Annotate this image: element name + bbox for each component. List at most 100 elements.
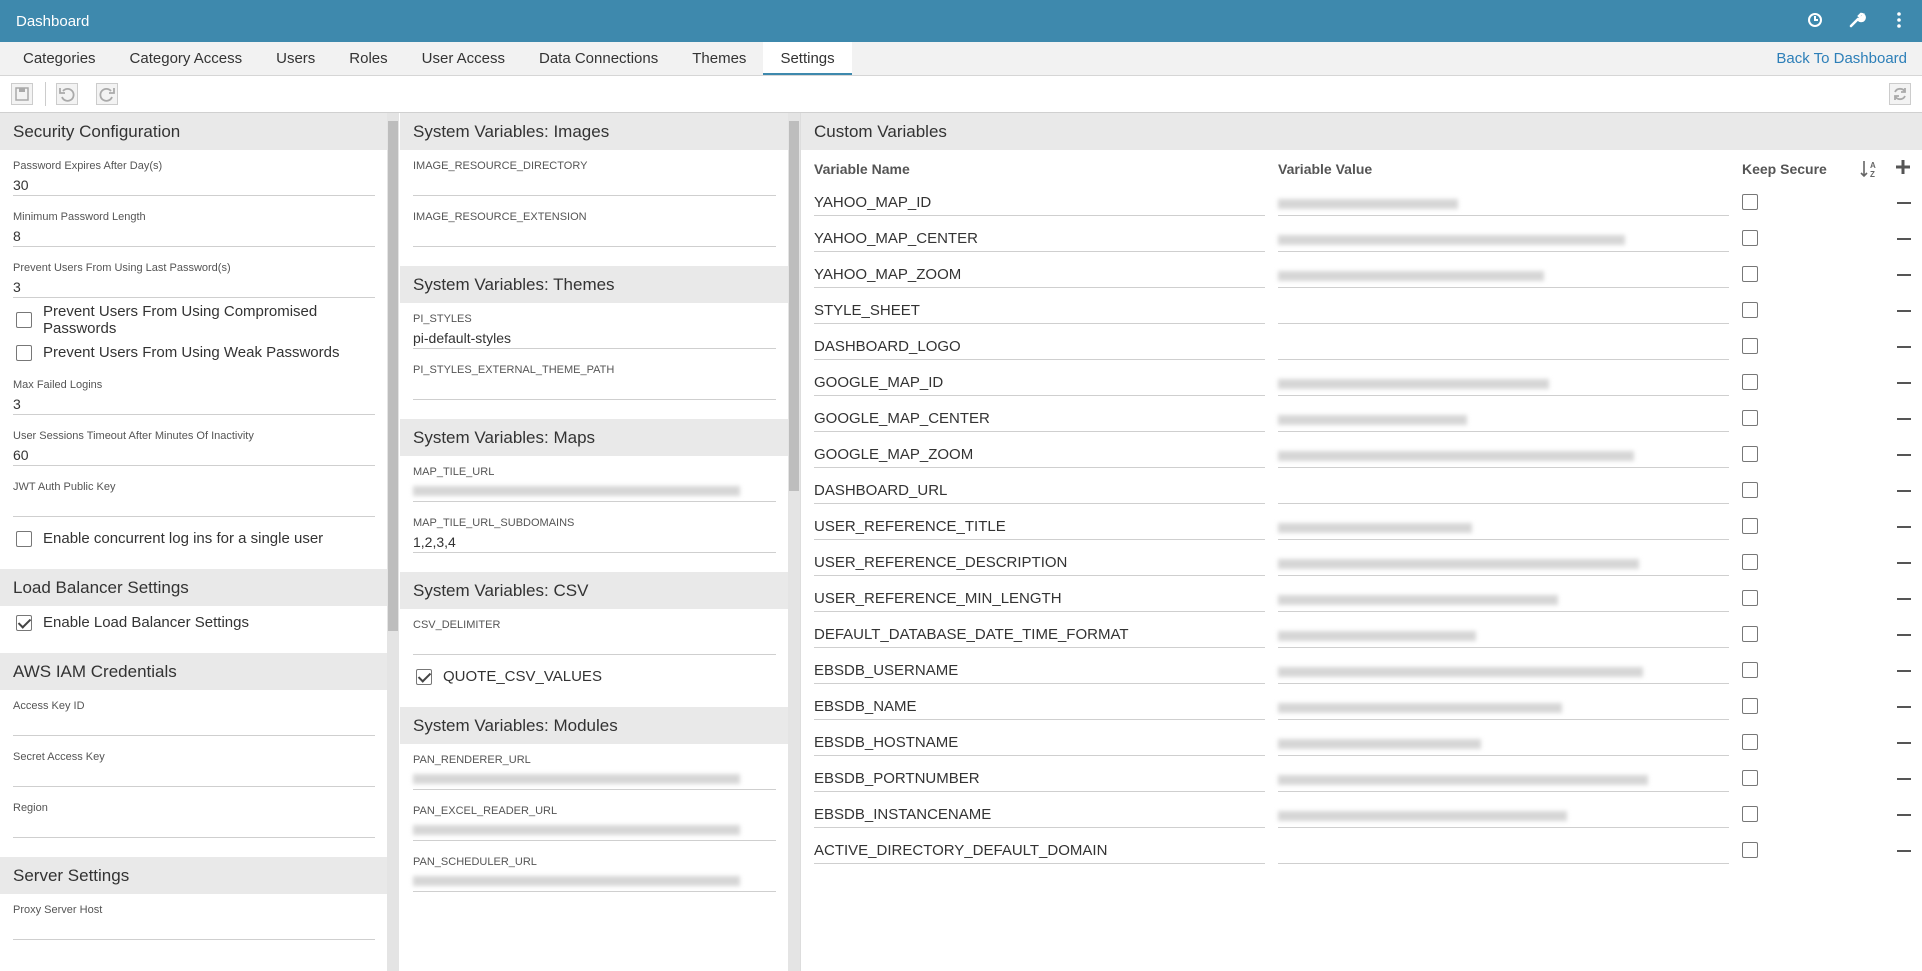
- text-input[interactable]: [413, 820, 776, 841]
- remove-button[interactable]: [1897, 706, 1911, 708]
- save-button[interactable]: [11, 83, 33, 105]
- remove-button[interactable]: [1897, 274, 1911, 276]
- variable-name[interactable]: EBSDB_PORTNUMBER: [814, 767, 1265, 792]
- tab[interactable]: User Access: [421, 50, 505, 67]
- text-input[interactable]: [413, 226, 776, 247]
- back-link[interactable]: Back To Dashboard: [1776, 50, 1907, 67]
- text-input[interactable]: [413, 871, 776, 892]
- keep-secure-checkbox[interactable]: [1742, 770, 1758, 786]
- keep-secure-checkbox[interactable]: [1742, 374, 1758, 390]
- remove-button[interactable]: [1897, 814, 1911, 816]
- variable-name[interactable]: YAHOO_MAP_ZOOM: [814, 263, 1265, 288]
- variable-name[interactable]: DASHBOARD_URL: [814, 479, 1265, 504]
- scrollbar[interactable]: [788, 113, 800, 971]
- keep-secure-checkbox[interactable]: [1742, 554, 1758, 570]
- remove-button[interactable]: [1897, 490, 1911, 492]
- variable-value[interactable]: [1278, 371, 1729, 396]
- variable-name[interactable]: USER_REFERENCE_MIN_LENGTH: [814, 587, 1265, 612]
- variable-value[interactable]: [1278, 695, 1729, 720]
- variable-name[interactable]: DEFAULT_DATABASE_DATE_TIME_FORMAT: [814, 623, 1265, 648]
- remove-button[interactable]: [1897, 562, 1911, 564]
- text-input[interactable]: [413, 634, 776, 655]
- text-input[interactable]: [413, 769, 776, 790]
- keep-secure-checkbox[interactable]: [1742, 266, 1758, 282]
- remove-button[interactable]: [1897, 526, 1911, 528]
- tab[interactable]: Roles: [349, 50, 388, 67]
- checkbox[interactable]: [16, 344, 32, 361]
- keep-secure-checkbox[interactable]: [1742, 446, 1758, 462]
- keep-secure-checkbox[interactable]: [1742, 230, 1758, 246]
- text-input[interactable]: 3: [13, 277, 375, 298]
- tab[interactable]: Categories: [23, 50, 96, 67]
- history-icon[interactable]: [1806, 11, 1824, 29]
- text-input[interactable]: 8: [13, 226, 375, 247]
- variable-name[interactable]: EBSDB_HOSTNAME: [814, 731, 1265, 756]
- checkbox[interactable]: [16, 614, 32, 631]
- undo-button[interactable]: [56, 83, 78, 105]
- redo-button[interactable]: [96, 83, 118, 105]
- variable-value[interactable]: [1278, 623, 1729, 648]
- variable-value[interactable]: [1278, 803, 1729, 828]
- text-input[interactable]: [413, 481, 776, 502]
- keep-secure-checkbox[interactable]: [1742, 410, 1758, 426]
- sort-icon[interactable]: AZ: [1859, 159, 1879, 179]
- remove-button[interactable]: [1897, 454, 1911, 456]
- text-input[interactable]: [413, 175, 776, 196]
- variable-name[interactable]: USER_REFERENCE_DESCRIPTION: [814, 551, 1265, 576]
- variable-value[interactable]: [1278, 191, 1729, 216]
- refresh-button[interactable]: [1889, 83, 1911, 105]
- variable-value[interactable]: [1278, 587, 1729, 612]
- keep-secure-checkbox[interactable]: [1742, 518, 1758, 534]
- text-input[interactable]: [13, 766, 375, 787]
- variable-value[interactable]: [1278, 227, 1729, 252]
- variable-value[interactable]: [1278, 479, 1729, 504]
- scrollbar[interactable]: [387, 113, 399, 971]
- variable-name[interactable]: ACTIVE_DIRECTORY_DEFAULT_DOMAIN: [814, 839, 1265, 864]
- text-input[interactable]: 1,2,3,4: [413, 532, 776, 553]
- remove-button[interactable]: [1897, 742, 1911, 744]
- variable-value[interactable]: [1278, 299, 1729, 324]
- remove-button[interactable]: [1897, 634, 1911, 636]
- variable-name[interactable]: STYLE_SHEET: [814, 299, 1265, 324]
- remove-button[interactable]: [1897, 670, 1911, 672]
- variable-name[interactable]: GOOGLE_MAP_CENTER: [814, 407, 1265, 432]
- keep-secure-checkbox[interactable]: [1742, 842, 1758, 858]
- variable-value[interactable]: [1278, 407, 1729, 432]
- settings-icon[interactable]: [1848, 11, 1866, 29]
- keep-secure-checkbox[interactable]: [1742, 734, 1758, 750]
- text-input[interactable]: pi-default-styles: [413, 328, 776, 349]
- variable-value[interactable]: [1278, 335, 1729, 360]
- menu-icon[interactable]: [1890, 11, 1908, 29]
- variable-value[interactable]: [1278, 443, 1729, 468]
- text-input[interactable]: [13, 817, 375, 838]
- remove-button[interactable]: [1897, 382, 1911, 384]
- keep-secure-checkbox[interactable]: [1742, 194, 1758, 210]
- variable-value[interactable]: [1278, 263, 1729, 288]
- remove-button[interactable]: [1897, 850, 1911, 852]
- keep-secure-checkbox[interactable]: [1742, 338, 1758, 354]
- remove-button[interactable]: [1897, 202, 1911, 204]
- variable-name[interactable]: EBSDB_INSTANCENAME: [814, 803, 1265, 828]
- text-input[interactable]: [13, 919, 375, 940]
- variable-name[interactable]: GOOGLE_MAP_ZOOM: [814, 443, 1265, 468]
- tab[interactable]: Category Access: [129, 50, 243, 67]
- tab[interactable]: Users: [276, 50, 316, 67]
- checkbox[interactable]: [416, 668, 432, 685]
- variable-name[interactable]: USER_REFERENCE_TITLE: [814, 515, 1265, 540]
- text-input[interactable]: [13, 496, 375, 517]
- variable-value[interactable]: [1278, 839, 1729, 864]
- checkbox[interactable]: [16, 530, 32, 547]
- text-input[interactable]: 60: [13, 445, 375, 466]
- keep-secure-checkbox[interactable]: [1742, 590, 1758, 606]
- variable-name[interactable]: DASHBOARD_LOGO: [814, 335, 1265, 360]
- keep-secure-checkbox[interactable]: [1742, 662, 1758, 678]
- text-input[interactable]: [13, 715, 375, 736]
- variable-name[interactable]: YAHOO_MAP_CENTER: [814, 227, 1265, 252]
- remove-button[interactable]: [1897, 346, 1911, 348]
- tab[interactable]: Settings: [763, 42, 852, 75]
- keep-secure-checkbox[interactable]: [1742, 626, 1758, 642]
- remove-button[interactable]: [1897, 778, 1911, 780]
- remove-button[interactable]: [1897, 598, 1911, 600]
- variable-name[interactable]: EBSDB_USERNAME: [814, 659, 1265, 684]
- keep-secure-checkbox[interactable]: [1742, 302, 1758, 318]
